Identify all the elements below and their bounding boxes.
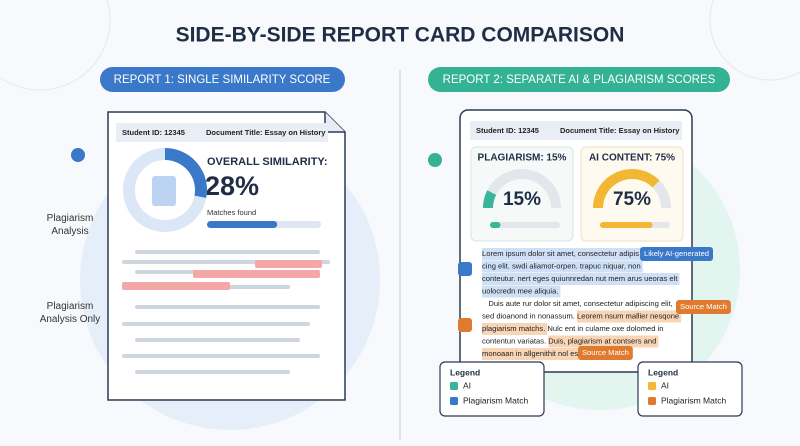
match-bar (207, 221, 278, 228)
highlight (482, 285, 561, 298)
student-id: Student ID: 12345 (476, 126, 539, 135)
side-label: Plagiarism Analysis Only (39, 301, 101, 325)
tags: Likely AI-generated Source Match Source Ma… (578, 247, 731, 360)
doc-title: Document Title: Essay on History (560, 126, 680, 135)
legend-label: Plagiarism Match (463, 395, 528, 405)
highlight (548, 335, 659, 348)
paragraph-text: Leorem nsum mallier nesqone (577, 312, 679, 321)
heading: REPORT 2: SEPARATE AI & PLAGIARISM SCORE… (443, 74, 716, 86)
plag-icon (458, 318, 472, 332)
highlight (577, 310, 682, 323)
text-line (122, 354, 320, 358)
paragraph-text: monoaan in allgenithit nol esse cilur. (482, 349, 604, 358)
paragraph-text: contentun variatas. (482, 337, 548, 346)
score-card (580, 146, 684, 242)
gauge-arc (593, 169, 660, 209)
legend-label: Plagiarism Match (661, 395, 726, 405)
tag (578, 346, 633, 360)
paragraph-text: conteutur. nert eges quiunnredan nut mem… (482, 274, 678, 283)
tag-text: Source Match (680, 302, 727, 311)
heading-pill (428, 67, 730, 92)
ai-icon (458, 262, 472, 276)
paragraph-text: Lorem ipsum dolor sit amet, consectetur … (482, 249, 639, 258)
text-lines (122, 250, 330, 374)
highlight (193, 270, 320, 278)
legend-swatch (450, 397, 458, 405)
gauge-bar (600, 222, 653, 228)
highlight (482, 323, 548, 335)
paragraph-text: sed dioanond in nonassum. (482, 312, 577, 321)
text-line (135, 370, 290, 374)
tag-text: Source Match (582, 348, 629, 357)
bg-ring (0, 0, 111, 91)
legend-label: AI (661, 380, 669, 390)
title: SIDE-BY-SIDE REPORT CARD COMPARISON (176, 24, 625, 47)
text-line (122, 322, 310, 326)
doc-header (116, 123, 328, 142)
gauge-bar-track (490, 222, 560, 228)
text-line (135, 305, 320, 309)
legend-box (637, 361, 743, 417)
highlight (122, 282, 230, 290)
highlight (482, 260, 643, 273)
paragraph-text: Duis, plagiarism at contsers and (548, 337, 656, 346)
bg-ring (709, 0, 800, 81)
tag-text: Likely AI-generated (644, 249, 709, 258)
legend-swatch (648, 397, 656, 405)
student-id: Student ID: 12345 (122, 128, 185, 137)
legends: Legend AI Plagiarism Match Legend AI Plagiari… (439, 361, 743, 417)
paragraph-text: uolocredn mee aliquia. (482, 287, 558, 296)
legend-title: Legend (450, 367, 480, 377)
doc-title: Document Title: Essay on History (206, 128, 326, 137)
tag (676, 300, 731, 314)
legend-swatch (450, 382, 458, 390)
score: 15% (503, 189, 541, 210)
doc-icon (152, 176, 176, 206)
paragraph-text: cing elit. swdi aliamot-orpen. trapuc ni… (482, 262, 641, 271)
check (71, 148, 85, 162)
gauge-bar (490, 222, 501, 228)
paragraph: Lorem ipsum dolor sit amet, consectetur … (482, 248, 682, 360)
score: 28% (205, 171, 259, 201)
legend-swatch (648, 382, 656, 390)
highlight (482, 273, 680, 285)
legend-label: AI (463, 380, 471, 390)
score-card (470, 146, 574, 242)
paragraph-text: Duis aute rur dolor sit amet, consectetu… (482, 299, 673, 308)
highlight (255, 260, 322, 268)
legend-box (439, 361, 545, 417)
heading: REPORT 1: SINGLE SIMILARITY SCORE (114, 74, 331, 86)
paragraph-text: Nulc ent in culame oxe dolomed in (545, 324, 663, 333)
tag (640, 247, 714, 261)
check (428, 153, 442, 167)
score: 75% (613, 189, 651, 210)
gauge-arc (483, 190, 497, 209)
score-label: OVERALL SIMILARITY: (207, 156, 328, 168)
paragraph-text: plagiarism matchs. (482, 324, 545, 333)
score-label: PLAGIARISM: 15% (478, 153, 567, 164)
heading-pill (100, 67, 345, 92)
side-label: Plagiarism Analysis (46, 213, 94, 237)
doc-header (470, 121, 682, 140)
text-line (135, 338, 300, 342)
score-label: AI CONTENT: 75% (589, 153, 675, 164)
matches: Matches found (207, 208, 256, 217)
legend-title: Legend (648, 367, 678, 377)
donut-arc (164, 148, 207, 198)
highlight (482, 248, 642, 260)
highlight (482, 348, 606, 360)
text-line (135, 250, 320, 254)
